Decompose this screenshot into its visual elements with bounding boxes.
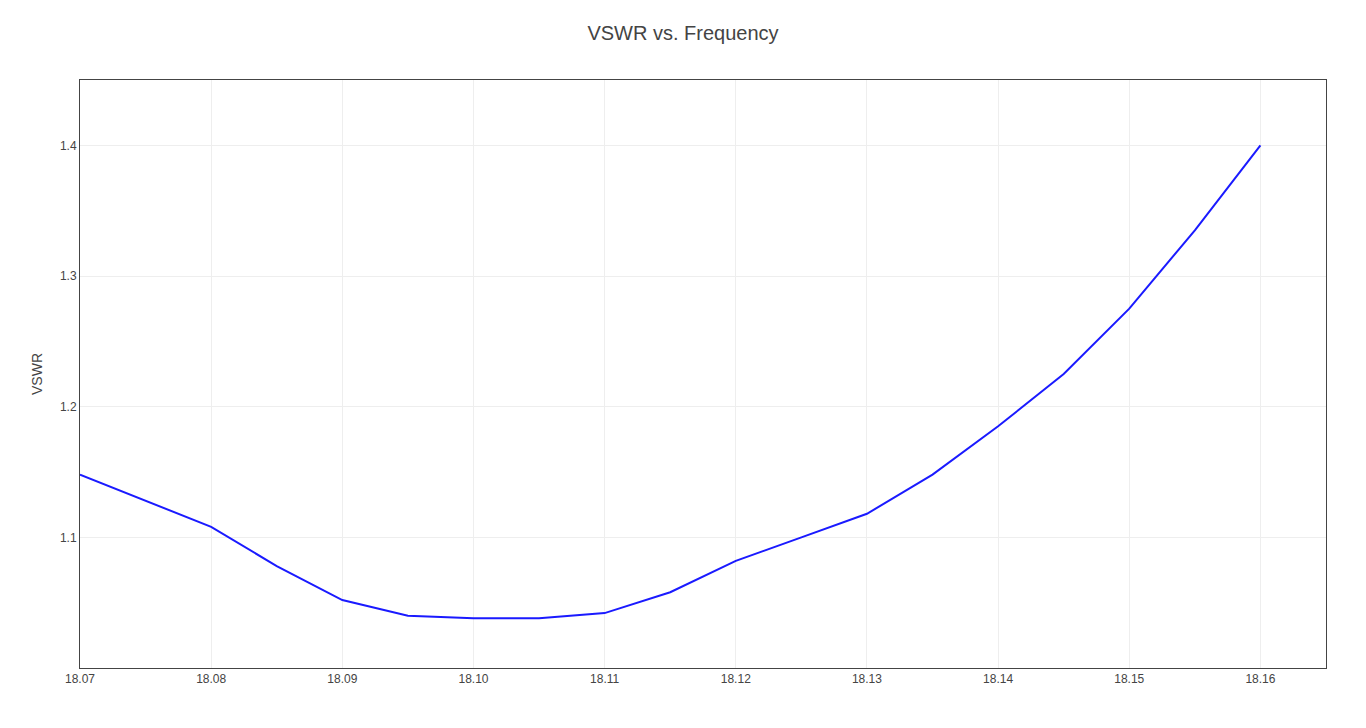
svg-text:1.1: 1.1 bbox=[60, 531, 77, 545]
svg-text:18.08: 18.08 bbox=[196, 672, 226, 686]
svg-text:18.07: 18.07 bbox=[65, 672, 95, 686]
svg-text:VSWR: VSWR bbox=[29, 353, 45, 395]
svg-text:18.16: 18.16 bbox=[1245, 672, 1275, 686]
svg-text:18.13: 18.13 bbox=[852, 672, 882, 686]
svg-text:18.14: 18.14 bbox=[983, 672, 1013, 686]
svg-text:18.10: 18.10 bbox=[458, 672, 488, 686]
svg-text:1.4: 1.4 bbox=[60, 139, 77, 153]
svg-text:18.09: 18.09 bbox=[327, 672, 357, 686]
svg-text:1.3: 1.3 bbox=[60, 269, 77, 283]
svg-text:18.15: 18.15 bbox=[1114, 672, 1144, 686]
svg-text:VSWR vs. Frequency: VSWR vs. Frequency bbox=[587, 22, 778, 44]
svg-text:18.12: 18.12 bbox=[721, 672, 751, 686]
svg-text:18.11: 18.11 bbox=[590, 672, 619, 686]
svg-text:1.2: 1.2 bbox=[60, 400, 77, 414]
